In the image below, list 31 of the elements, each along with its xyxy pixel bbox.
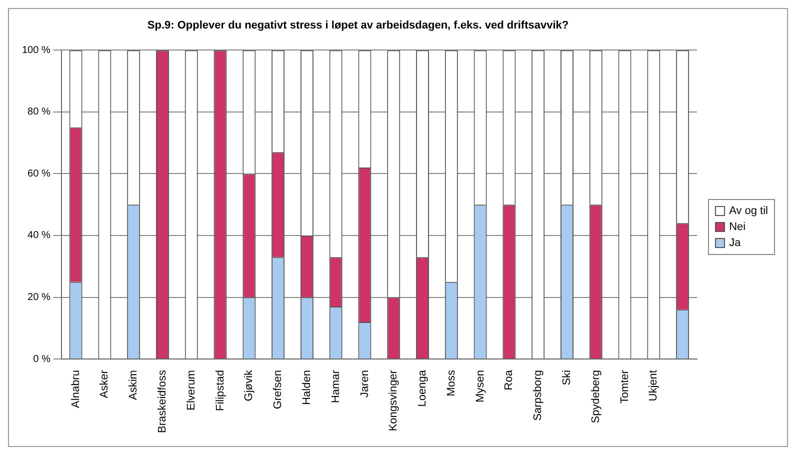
y-tick-label: 20 % xyxy=(28,292,50,304)
x-tick-label: Elverum xyxy=(185,370,198,410)
y-tick-label: 60 % xyxy=(28,168,50,180)
x-tick-label: Moss xyxy=(445,370,458,396)
x-tick-label: Ski xyxy=(561,370,574,386)
x-tick-label: Roa xyxy=(503,369,516,390)
x-tick-label: Ukjent xyxy=(648,370,660,402)
x-tick-label: Spydeberg xyxy=(590,370,602,424)
x-tick-label: Mysen xyxy=(474,370,486,402)
chart-title: Sp.9: Opplever du negativt stress i løpet av arbeidsdagen, f.eks. ved driftsavvik? xyxy=(147,20,569,32)
x-tick-label: Hamar xyxy=(330,370,342,404)
x-tick-label: Braskeidfoss xyxy=(156,370,169,434)
legend-label: Nei xyxy=(729,220,746,235)
y-tick-label: 100 % xyxy=(22,44,50,56)
x-tick-label: Grefsen xyxy=(272,370,284,410)
legend-label: Ja xyxy=(729,236,741,251)
x-tick-label: Jaren xyxy=(358,370,371,398)
y-tick-label: 80 % xyxy=(28,106,50,118)
y-tick-label: 40 % xyxy=(28,230,50,242)
y-tick-label: 0 % xyxy=(33,354,50,365)
x-tick-label: Kongsvinger xyxy=(388,370,400,432)
text: Av og til xyxy=(729,204,768,219)
x-tick-label: Tomter xyxy=(618,370,631,404)
x-tick-label: Filipstad xyxy=(214,370,226,411)
x-tick-label: Sarpsborg xyxy=(532,370,544,421)
x-tick-label: Halden xyxy=(300,370,313,405)
x-tick-label: Asker xyxy=(98,370,111,398)
x-tick-label: Askim xyxy=(128,370,140,400)
x-tick-label: Loenga xyxy=(416,369,429,407)
x-tick-label: Alnabru xyxy=(70,370,82,408)
x-tick-label: Gjøvik xyxy=(243,370,256,402)
